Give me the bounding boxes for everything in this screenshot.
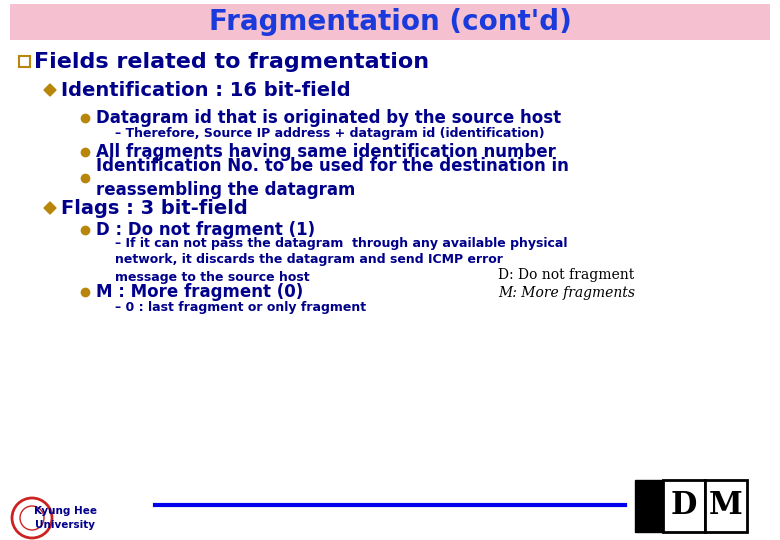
- Text: D : Do not fragment (1): D : Do not fragment (1): [96, 221, 315, 239]
- Text: All fragments having same identification number: All fragments having same identification…: [96, 143, 556, 161]
- Text: – Therefore, Source IP address + datagram id (identification): – Therefore, Source IP address + datagra…: [115, 127, 544, 140]
- Bar: [19, 56, 30, 67]
- Text: D: Do not fragment: D: Do not fragment: [498, 268, 634, 282]
- Bar: [663, 480, 705, 532]
- Text: Identification : 16 bit-field: Identification : 16 bit-field: [61, 80, 351, 99]
- Text: D: D: [671, 490, 697, 522]
- Polygon shape: [44, 202, 56, 214]
- Text: M: More fragments: M: More fragments: [498, 286, 635, 300]
- Text: M: M: [709, 490, 743, 522]
- Text: Fragmentation (cont'd): Fragmentation (cont'd): [208, 8, 572, 36]
- Polygon shape: [44, 84, 56, 96]
- Bar: [635, 480, 663, 532]
- Bar: [10, 4, 770, 40]
- Text: Fields related to fragmentation: Fields related to fragmentation: [34, 52, 429, 72]
- Text: Flags : 3 bit-field: Flags : 3 bit-field: [61, 199, 248, 218]
- Text: – 0 : last fragment or only fragment: – 0 : last fragment or only fragment: [115, 300, 366, 314]
- Bar: [705, 480, 747, 532]
- Text: Identification No. to be used for the destination in
reassembling the datagram: Identification No. to be used for the de…: [96, 157, 569, 199]
- Text: Datagram id that is originated by the source host: Datagram id that is originated by the so…: [96, 109, 561, 127]
- Text: Kyung Hee
University: Kyung Hee University: [34, 507, 97, 530]
- Text: – If it can not pass the datagram  through any available physical
network, it di: – If it can not pass the datagram throug…: [115, 237, 568, 284]
- Text: M : More fragment (0): M : More fragment (0): [96, 283, 303, 301]
